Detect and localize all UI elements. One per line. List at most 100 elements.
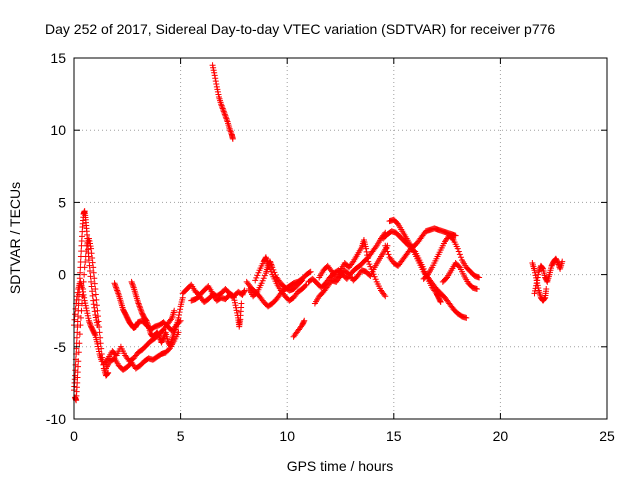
data-point — [532, 269, 539, 276]
data-point — [253, 290, 260, 297]
data-point — [437, 299, 444, 306]
data-point — [539, 265, 546, 272]
data-point — [87, 243, 94, 250]
data-point — [83, 305, 90, 312]
data-point — [92, 286, 99, 293]
data-point — [76, 275, 83, 282]
data-point — [135, 300, 142, 307]
data-point — [86, 262, 93, 269]
series-track-v — [439, 260, 480, 293]
data-point — [72, 311, 79, 318]
data-point — [259, 277, 266, 284]
data-point — [175, 314, 182, 321]
data-point — [534, 277, 541, 284]
series-track-n — [290, 317, 308, 340]
series-track-j — [209, 62, 236, 142]
data-point — [81, 294, 88, 301]
data-point — [457, 254, 464, 261]
data-point — [437, 297, 444, 304]
data-point — [382, 242, 389, 249]
data-point — [226, 125, 233, 132]
data-point — [144, 320, 151, 327]
chart-title: Day 252 of 2017, Sidereal Day-to-day VTE… — [45, 21, 555, 37]
data-point — [91, 331, 98, 338]
data-point — [86, 267, 93, 274]
data-point — [104, 356, 111, 363]
grid-lines — [74, 58, 607, 419]
y-tick-label: 5 — [58, 194, 66, 210]
y-tick-label: -10 — [46, 411, 66, 427]
data-point — [366, 261, 373, 268]
data-point — [86, 319, 93, 326]
data-point — [268, 268, 275, 275]
data-point — [463, 314, 470, 321]
y-axis-label: SDTVAR / TECUs — [7, 182, 23, 294]
data-point — [129, 280, 136, 287]
y-tick-label: 10 — [50, 122, 66, 138]
data-point — [95, 345, 102, 352]
data-point — [227, 127, 234, 134]
data-point — [234, 309, 241, 316]
data-point — [73, 296, 80, 303]
data-point — [210, 67, 217, 74]
data-point — [86, 320, 93, 327]
data-point — [230, 294, 237, 301]
data-point — [81, 271, 88, 278]
data-point — [114, 288, 121, 295]
data-point — [112, 283, 119, 290]
data-point — [227, 128, 234, 135]
data-point — [454, 245, 461, 252]
data-point — [94, 313, 101, 320]
data-point — [421, 268, 428, 275]
data-point — [222, 114, 229, 121]
data-point — [262, 254, 269, 261]
data-point — [371, 273, 378, 280]
series-track-s — [382, 242, 444, 306]
data-point — [74, 369, 81, 376]
data-point — [238, 300, 245, 307]
data-point — [89, 288, 96, 295]
data-point — [384, 248, 391, 255]
data-point — [534, 274, 541, 281]
data-point — [88, 250, 95, 257]
data-point — [222, 112, 229, 119]
data-point — [531, 290, 538, 297]
series-track-u — [420, 232, 483, 282]
y-tick-label: 0 — [58, 267, 66, 283]
data-point — [168, 316, 175, 323]
data-point — [130, 283, 137, 290]
series-track-f — [111, 280, 184, 334]
data-point — [171, 327, 178, 334]
data-point — [219, 105, 226, 112]
data-point — [112, 281, 119, 288]
series-track-b — [72, 235, 112, 404]
data-point — [232, 302, 239, 309]
data-point — [145, 322, 152, 329]
y-tick-label: -5 — [54, 339, 67, 355]
data-point — [363, 248, 370, 255]
data-point — [365, 258, 372, 265]
data-point — [543, 286, 550, 293]
data-point — [302, 282, 309, 289]
data-point — [213, 83, 220, 90]
data-point — [73, 334, 80, 341]
series-track-t — [380, 225, 459, 251]
data-point — [85, 257, 92, 264]
data-point — [532, 287, 539, 294]
data-point — [113, 286, 120, 293]
data-point — [89, 259, 96, 266]
data-point — [452, 232, 459, 239]
data-point — [113, 284, 120, 291]
data-point — [383, 245, 390, 252]
data-point — [89, 254, 96, 261]
data-point — [86, 240, 93, 247]
data-point — [115, 290, 122, 297]
data-point — [233, 304, 240, 311]
data-point — [128, 278, 135, 285]
data-point — [172, 325, 179, 332]
data-point — [306, 269, 313, 276]
data-point — [168, 339, 175, 346]
data-point — [263, 257, 270, 264]
data-point — [88, 278, 95, 285]
series-track-i — [188, 291, 245, 330]
